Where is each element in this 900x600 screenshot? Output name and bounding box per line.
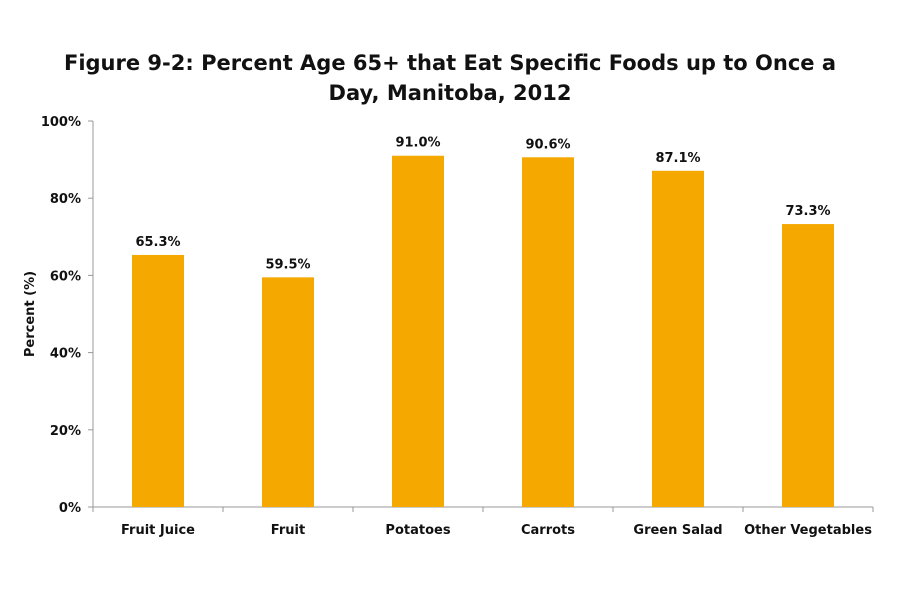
y-tick-label: 60% bbox=[50, 269, 81, 284]
y-tick-label: 20% bbox=[50, 424, 81, 439]
y-tick-label: 80% bbox=[50, 192, 81, 207]
data-label: 87.1% bbox=[655, 151, 700, 166]
y-axis-label: Percent (%) bbox=[23, 271, 38, 357]
x-tick-label: Fruit Juice bbox=[121, 523, 195, 538]
x-tick-label: Potatoes bbox=[385, 523, 450, 538]
bar-carrots bbox=[522, 157, 574, 507]
x-tick-label: Fruit bbox=[271, 523, 305, 538]
data-label: 90.6% bbox=[525, 137, 570, 152]
bar-other-vegetables bbox=[782, 224, 834, 507]
bar-fruit-juice bbox=[132, 254, 184, 507]
x-tick-label: Carrots bbox=[521, 523, 575, 538]
chart-title: Figure 9-2: Percent Age 65+ that Eat Spe… bbox=[0, 48, 900, 108]
chart-title-line-2: Day, Manitoba, 2012 bbox=[328, 81, 572, 105]
x-tick-label: Green Salad bbox=[633, 523, 722, 538]
bar-fruit bbox=[262, 277, 314, 507]
data-label: 73.3% bbox=[785, 204, 830, 219]
data-label: 59.5% bbox=[265, 257, 310, 272]
bar-potatoes bbox=[392, 155, 444, 508]
bar-green-salad bbox=[652, 170, 704, 507]
y-tick-label: 0% bbox=[59, 501, 81, 516]
y-tick-label: 100% bbox=[41, 115, 81, 130]
data-label: 91.0% bbox=[395, 136, 440, 151]
x-tick-label: Other Vegetables bbox=[744, 523, 872, 538]
y-tick-label: 40% bbox=[50, 347, 81, 362]
chart-title-line-1: Figure 9-2: Percent Age 65+ that Eat Spe… bbox=[63, 51, 837, 75]
data-label: 65.3% bbox=[135, 235, 180, 250]
